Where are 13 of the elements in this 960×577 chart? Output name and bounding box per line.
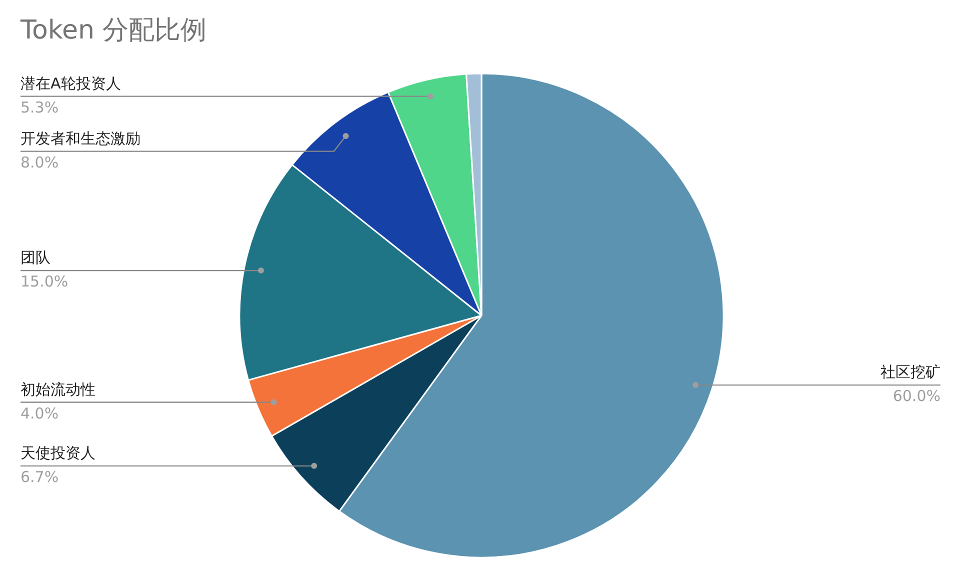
slice-label: 潜在A轮投资人 [20, 74, 121, 92]
slice-label: 天使投资人 [20, 444, 96, 462]
slice-label: 开发者和生态激励 [20, 129, 140, 148]
slice-label: 初始流动性 [20, 380, 96, 398]
slice-label: 社区挖矿 [880, 363, 940, 382]
data-label: 15.0% [20, 272, 68, 291]
data-label: 60.0% [892, 387, 941, 406]
data-label: 8.0% [20, 153, 59, 172]
chart-title: Token 分配比例 [20, 16, 207, 46]
data-label: 6.7% [20, 468, 59, 486]
data-label: 5.3% [20, 98, 59, 116]
data-label: 4.0% [20, 404, 59, 422]
slice-label: 团队 [20, 248, 50, 267]
